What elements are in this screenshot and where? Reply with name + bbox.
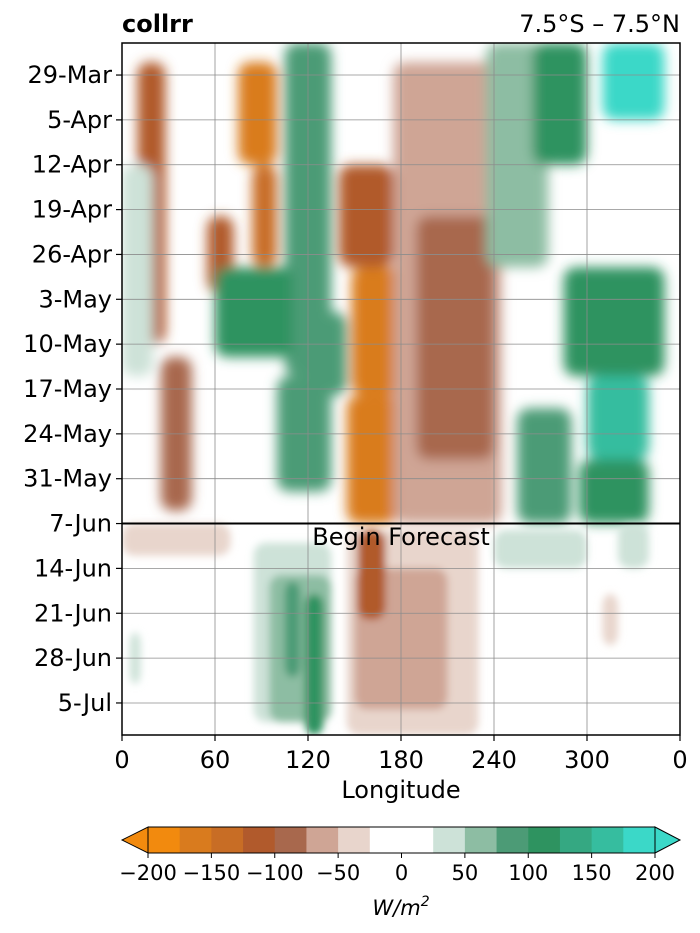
colorbar-bin-3	[243, 827, 276, 853]
observed-cell-18	[587, 376, 649, 460]
observed-cell-16	[602, 43, 665, 120]
observed-cell-3	[252, 164, 277, 268]
observed-cell-20	[579, 459, 649, 524]
y-tick-label-14: 5-Jul	[58, 689, 112, 717]
colorbar-label: W/m2	[372, 894, 429, 920]
y-tick-label-12: 21-Jun	[34, 599, 112, 627]
x-axis-label: Longitude	[341, 776, 460, 804]
colorbar-bin-6	[338, 827, 371, 853]
colorbar-bin-11	[528, 827, 561, 853]
colorbar-bin-4	[274, 827, 307, 853]
observed-cell-6	[346, 395, 398, 524]
x-tick-label-0: 0	[114, 746, 129, 774]
forecast-cell-11	[602, 594, 618, 646]
forecast-cell-2	[284, 581, 301, 678]
x-tick-label-1: 60	[200, 746, 231, 774]
observed-cell-19	[517, 408, 572, 524]
y-tick-label-10: 7-Jun	[49, 510, 112, 538]
observed-cell-2	[238, 62, 277, 165]
y-tick-label-0: 29-Mar	[28, 61, 113, 89]
y-tick-label-6: 10-May	[23, 330, 112, 358]
y-tick-label-3: 19-Apr	[32, 196, 112, 224]
forecast-cell-7	[122, 523, 231, 556]
colorbar-bin-13	[591, 827, 624, 853]
forecast-cell-6	[357, 529, 386, 620]
x-tick-label-3: 180	[378, 746, 424, 774]
forecast-cell-3	[304, 594, 324, 735]
y-tick-label-2: 12-Apr	[32, 151, 112, 179]
colorbar-tick-label-1: −150	[183, 861, 241, 885]
colorbar-bin-8	[433, 827, 466, 853]
observed-cell-11	[215, 267, 293, 357]
colorbar-bin-12	[559, 827, 593, 853]
colorbar-under-arrow	[120, 826, 149, 854]
y-axis: 29-Mar 5-Apr 12-Apr 19-Apr 26-Apr 3-May 10-May…	[23, 61, 122, 717]
observed-field	[122, 43, 665, 524]
y-tick-label-4: 26-Apr	[32, 240, 112, 268]
colorbar-bin-7	[369, 827, 434, 853]
observed-cell-21	[122, 164, 153, 377]
colorbar-label-exponent: 2	[421, 894, 430, 910]
colorbar-bin-0	[148, 827, 181, 853]
colorbar-tick-label-0: −200	[119, 861, 177, 885]
observed-cell-12	[308, 312, 347, 396]
grid-lines	[122, 43, 680, 735]
x-tick-label-5: 300	[564, 746, 610, 774]
y-tick-label-8: 24-May	[23, 420, 112, 448]
y-tick-label-9: 31-May	[23, 465, 112, 493]
x-tick-label-4: 240	[471, 746, 517, 774]
colorbar-tick-label-5: 50	[452, 861, 479, 885]
x-axis: 0 60 120 180 240 300 0	[114, 735, 688, 774]
observed-cell-8	[416, 216, 494, 460]
y-tick-label-7: 17-May	[23, 375, 112, 403]
x-tick-label-2: 120	[285, 746, 331, 774]
plot-area	[122, 43, 680, 735]
colorbar-bin-5	[306, 827, 339, 853]
colorbar-tick-label-7: 150	[572, 861, 612, 885]
observed-cell-15	[532, 43, 587, 165]
colorbar-bin-9	[464, 827, 498, 853]
colorbar-over-arrow	[654, 826, 682, 854]
colorbar-bin-14	[623, 827, 656, 853]
y-tick-label-13: 28-Jun	[34, 644, 112, 672]
colorbar-tick-label-8: 200	[635, 861, 675, 885]
chart-title-left: collrr	[122, 10, 193, 38]
colorbar-bin-1	[179, 827, 212, 853]
colorbar-tick-label-6: 100	[508, 861, 548, 885]
x-tick-label-6: 0	[672, 746, 687, 774]
colorbar: −200 −150 −100 −50 0 50 100 150 200	[119, 826, 682, 885]
forecast-cell-9	[494, 529, 587, 569]
y-tick-label-5: 3-May	[38, 285, 112, 313]
observed-cell-4	[339, 164, 394, 268]
chart-title-right: 7.5°S – 7.5°N	[519, 10, 680, 38]
forecast-cell-10	[618, 523, 649, 569]
colorbar-bin-10	[496, 827, 529, 853]
y-tick-label-1: 5-Apr	[47, 106, 112, 134]
begin-forecast-label: Begin Forecast	[312, 523, 490, 551]
colorbar-bin-2	[211, 827, 244, 853]
colorbar-tick-label-4: 0	[395, 861, 408, 885]
colorbar-label-base: W/m	[372, 896, 420, 920]
colorbar-tick-label-2: −100	[246, 861, 304, 885]
forecast-field	[122, 523, 649, 735]
observed-cell-17	[563, 267, 665, 377]
y-tick-label-11: 14-Jun	[34, 554, 112, 582]
colorbar-tick-label-3: −50	[316, 861, 360, 885]
